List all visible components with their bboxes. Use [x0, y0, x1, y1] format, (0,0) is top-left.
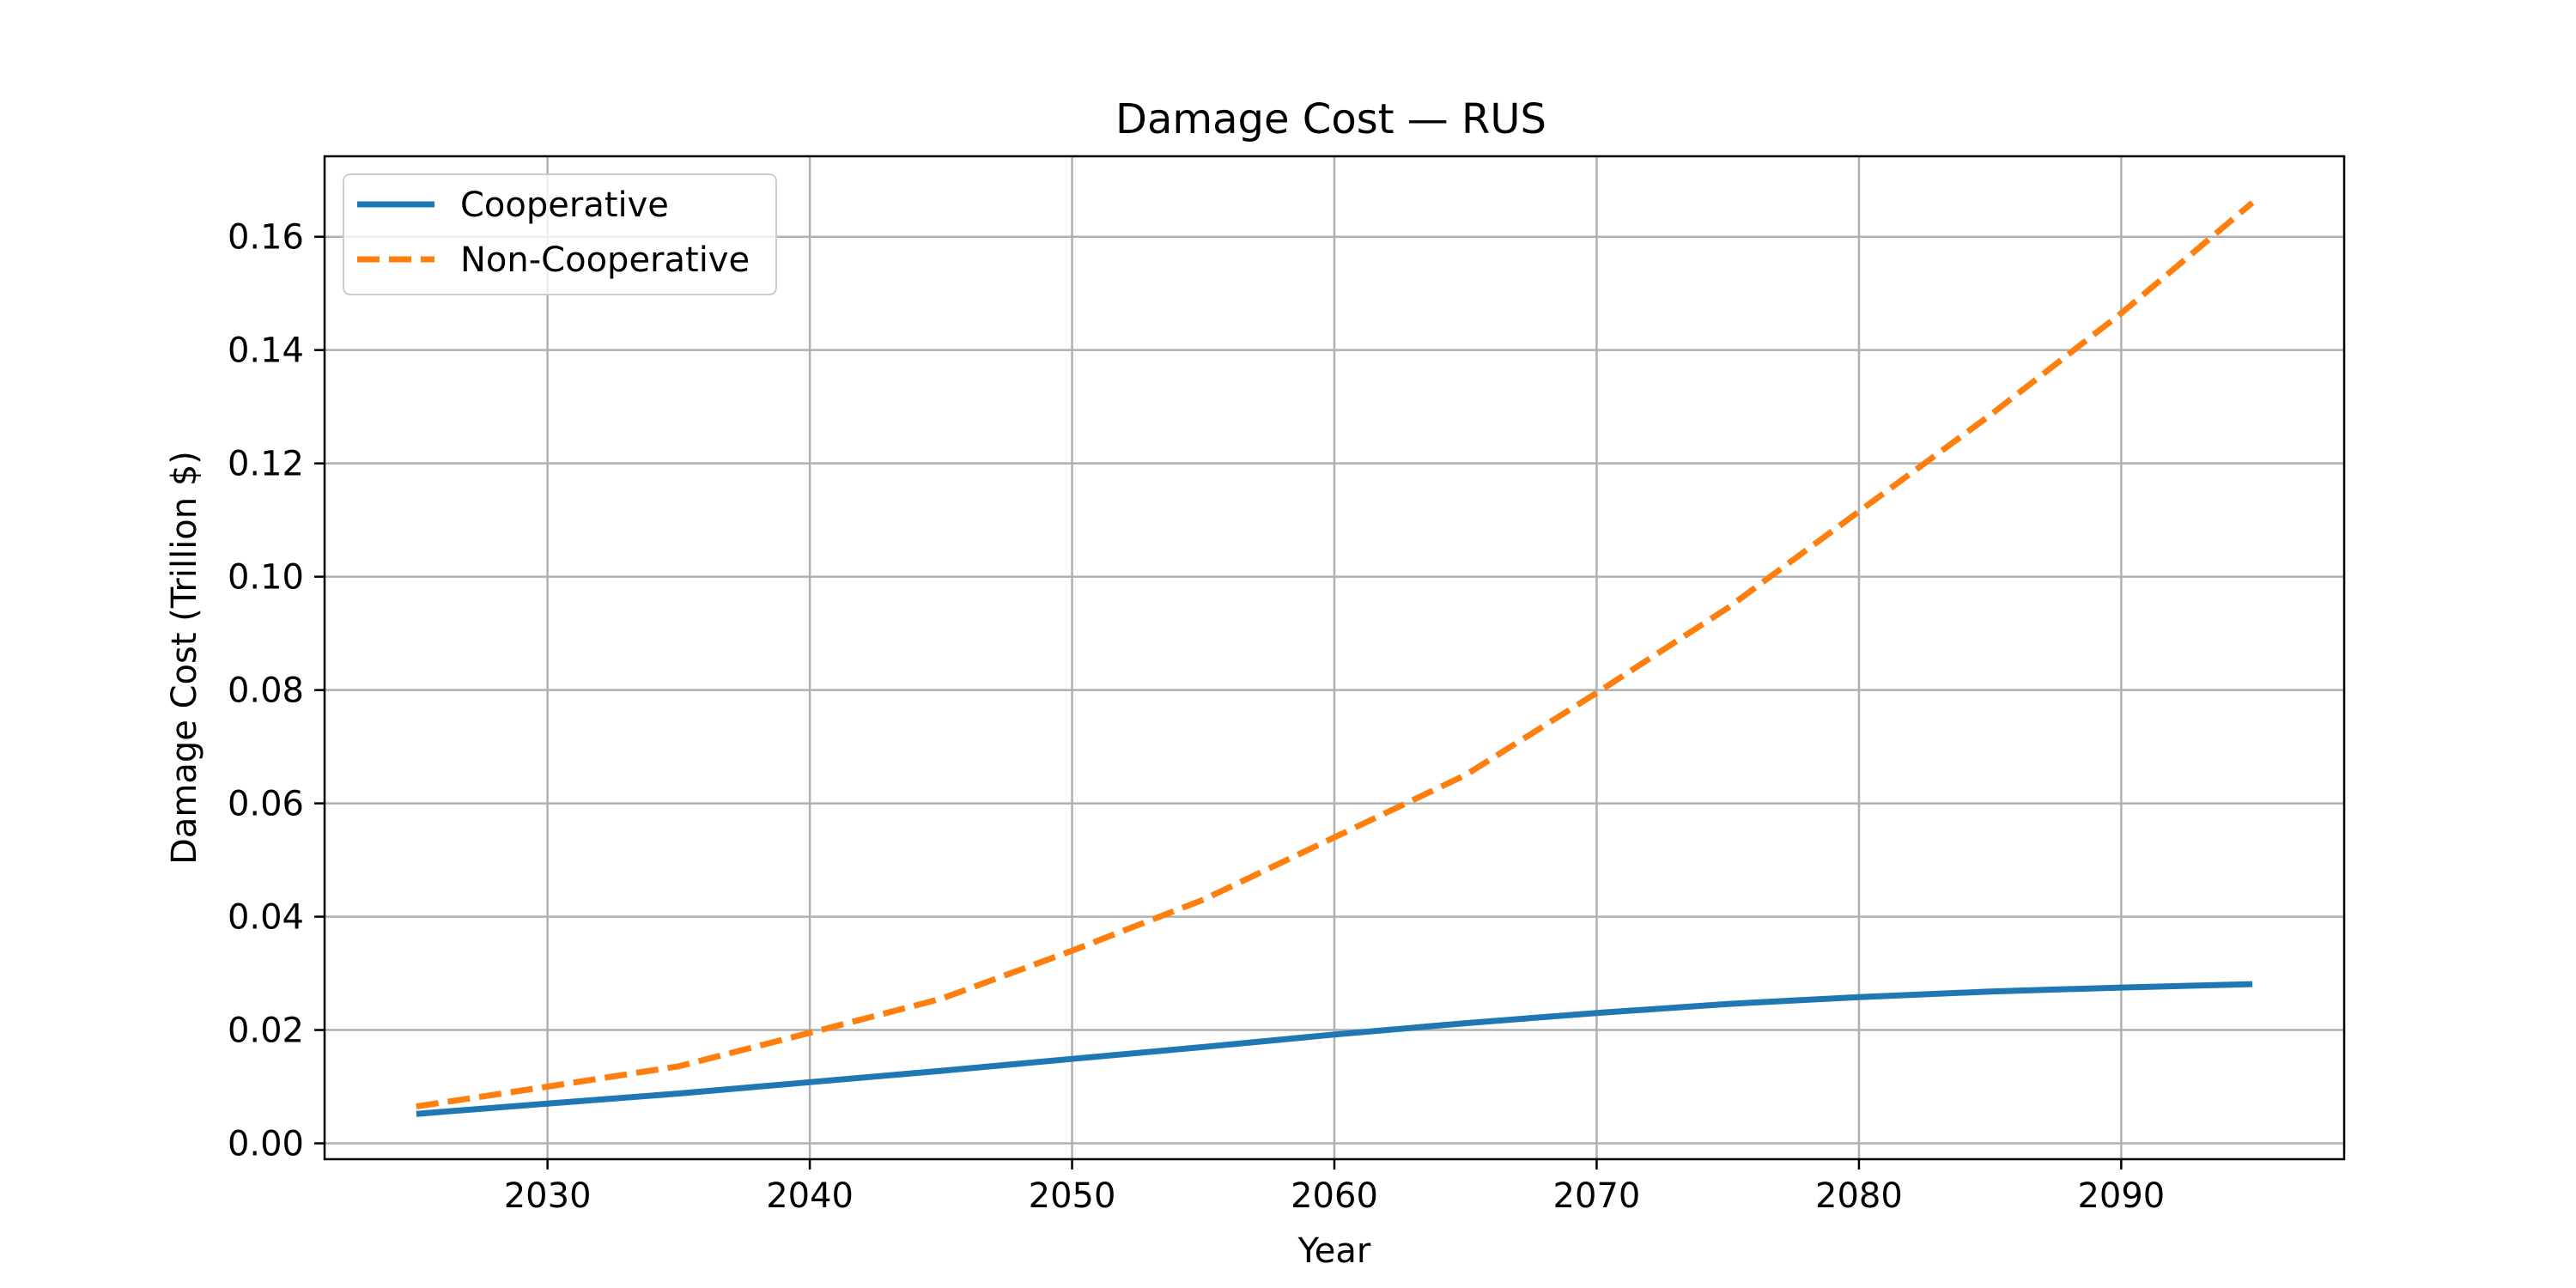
y-tick-label: 0.10 — [228, 558, 304, 598]
series-line-non-cooperative — [416, 200, 2255, 1110]
legend-label-cooperative: Cooperative — [460, 185, 669, 225]
series-lines — [416, 200, 2255, 1117]
legend-box — [343, 173, 777, 295]
series-line-cooperative — [416, 981, 2253, 1117]
x-tick-label: 2070 — [1553, 1176, 1641, 1216]
x-tick-label: 2060 — [1291, 1176, 1378, 1216]
legend: Cooperative Non-Cooperative — [343, 173, 777, 295]
y-tick-label: 0.16 — [228, 218, 304, 258]
x-axis-ticks: 2030 2040 2050 2060 2070 2080 2090 — [504, 1159, 2165, 1216]
y-tick-label: 0.12 — [228, 445, 304, 484]
y-tick-label: 0.00 — [228, 1125, 304, 1164]
y-tick-label: 0.14 — [228, 331, 304, 371]
x-tick-label: 2040 — [766, 1176, 854, 1216]
x-axis-label: Year — [1297, 1231, 1371, 1271]
y-axis-label: Damage Cost (Trillion $) — [165, 451, 204, 865]
x-tick-label: 2090 — [2077, 1176, 2165, 1216]
x-tick-label: 2030 — [504, 1176, 592, 1216]
legend-label-non-cooperative: Non-Cooperative — [460, 240, 750, 280]
y-tick-label: 0.08 — [228, 671, 304, 711]
y-tick-label: 0.04 — [228, 898, 304, 938]
y-tick-label: 0.02 — [228, 1012, 304, 1051]
y-axis-ticks: 0.00 0.02 0.04 0.06 0.08 0.10 0.12 0.14 0.16 — [228, 218, 325, 1164]
grid — [325, 156, 2344, 1159]
x-tick-label: 2050 — [1029, 1176, 1116, 1216]
y-tick-label: 0.06 — [228, 785, 304, 824]
x-tick-label: 2080 — [1815, 1176, 1903, 1216]
chart-title: Damage Cost — RUS — [1115, 95, 1546, 143]
